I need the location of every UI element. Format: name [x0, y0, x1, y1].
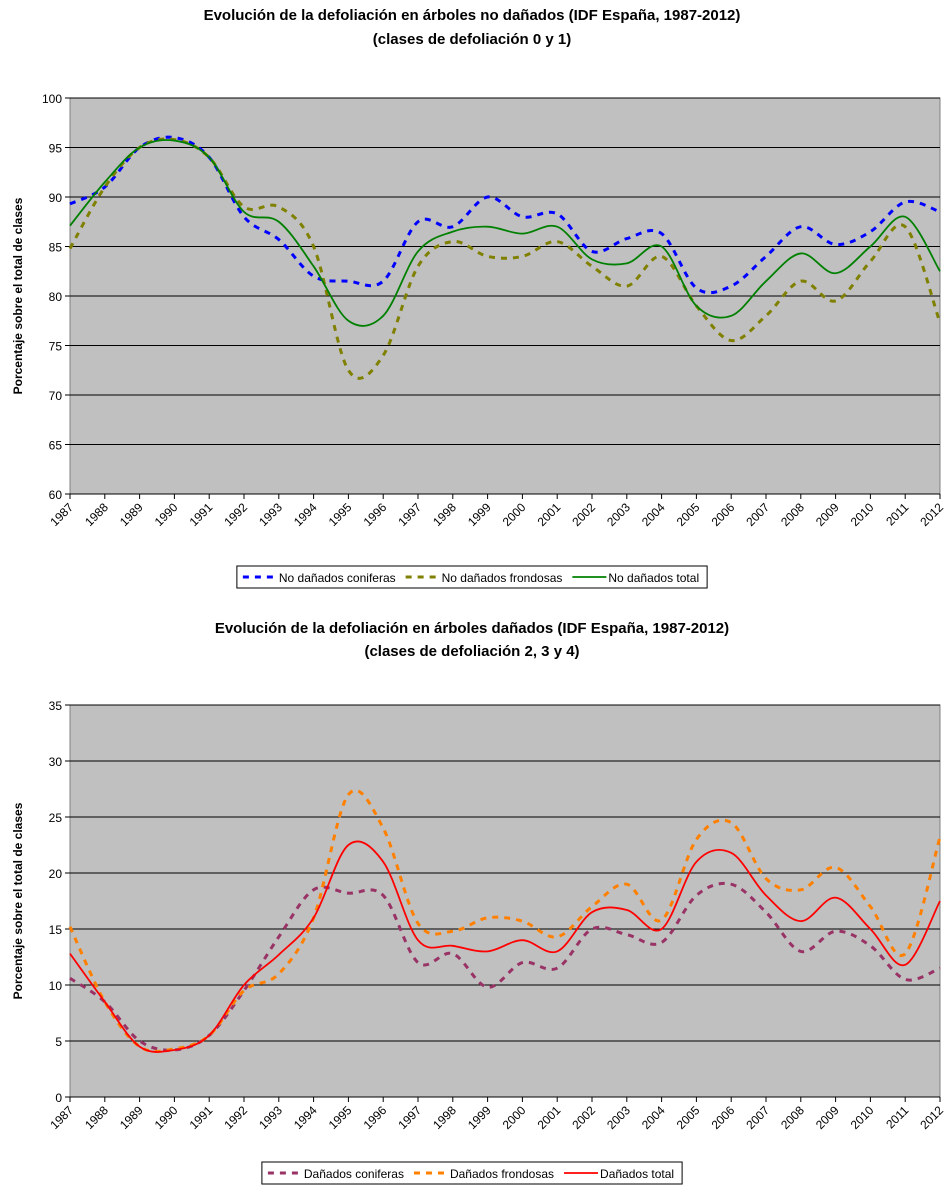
- y-tick-label: 100: [42, 92, 62, 106]
- x-tick-label: 1993: [256, 1103, 285, 1132]
- y-tick-label: 15: [49, 923, 63, 937]
- x-tick-label: 1990: [152, 500, 181, 529]
- x-tick-label: 2007: [743, 1103, 772, 1132]
- x-tick-label: 1995: [326, 1103, 355, 1132]
- chart-title: Evolución de la defoliación en árboles d…: [215, 620, 729, 637]
- x-tick-label: 2009: [813, 1103, 842, 1132]
- x-tick-label: 1987: [47, 1103, 76, 1132]
- x-tick-label: 1995: [326, 500, 355, 529]
- x-tick-label: 1988: [82, 1103, 111, 1132]
- x-tick-label: 2002: [569, 1103, 598, 1132]
- x-tick-label: 1997: [395, 1103, 424, 1132]
- x-tick-label: 1987: [47, 500, 76, 529]
- x-tick-label: 2008: [778, 500, 807, 529]
- chart-subtitle: (clases de defoliación 0 y 1): [373, 31, 571, 48]
- y-tick-label: 0: [55, 1091, 62, 1105]
- x-tick-label: 1998: [430, 1103, 459, 1132]
- x-tick-label: 2012: [917, 1103, 944, 1132]
- y-tick-label: 35: [49, 699, 63, 713]
- y-axis-label: Porcentaje sobre el total de clases: [11, 197, 25, 394]
- legend-label: No dañados frondosas: [442, 571, 563, 585]
- legend-box: [261, 1161, 683, 1185]
- x-tick-label: 1997: [395, 500, 424, 529]
- y-tick-label: 60: [49, 488, 63, 502]
- legend-label: Dañados total: [600, 1167, 674, 1181]
- x-tick-label: 1992: [221, 1103, 250, 1132]
- chart-subtitle: (clases de defoliación 2, 3 y 4): [364, 643, 579, 660]
- x-tick-label: 1994: [291, 1103, 320, 1132]
- x-tick-label: 2003: [604, 1103, 633, 1132]
- x-tick-label: 2008: [778, 1103, 807, 1132]
- y-tick-label: 65: [49, 439, 63, 453]
- legend-label: Dañados coniferas: [304, 1167, 404, 1181]
- plot-area: [69, 704, 941, 1098]
- legend: Dañados coniferas Dañados frondosas Dañado…: [261, 1161, 683, 1185]
- x-tick-label: 1993: [256, 500, 285, 529]
- x-tick-label: 2001: [535, 1103, 564, 1132]
- x-tick-label: 2006: [709, 500, 738, 529]
- data-line: [69, 139, 941, 327]
- legend: No dañados coniferas No dañados frondosas…: [236, 565, 708, 589]
- x-tick-label: 2009: [813, 500, 842, 529]
- y-axis-label: Porcentaje sobre el total de clases: [11, 802, 25, 999]
- x-tick-label: 2005: [674, 500, 703, 529]
- x-tick-label: 2007: [743, 500, 772, 529]
- data-line: [69, 881, 941, 1052]
- x-tick-label: 2003: [604, 500, 633, 529]
- x-tick-label: 2005: [674, 1103, 703, 1132]
- x-tick-label: 1996: [361, 500, 390, 529]
- x-tick-label: 1991: [187, 1103, 216, 1132]
- x-tick-label: 2000: [500, 1103, 529, 1132]
- y-tick-label: 85: [49, 241, 63, 255]
- y-tick-label: 20: [49, 867, 63, 881]
- y-tick-label: 30: [49, 755, 63, 769]
- x-tick-label: 1989: [117, 1103, 146, 1132]
- x-tick-label: 1991: [187, 500, 216, 529]
- y-tick-label: 80: [49, 290, 63, 304]
- x-tick-label: 1988: [82, 500, 111, 529]
- legend-label: Dañados frondosas: [450, 1167, 554, 1181]
- x-tick-label: 1994: [291, 500, 320, 529]
- x-tick-label: 2000: [500, 500, 529, 529]
- x-tick-label: 2012: [917, 500, 944, 529]
- x-tick-label: 1990: [152, 1103, 181, 1132]
- x-tick-label: 1992: [221, 500, 250, 529]
- y-tick-label: 10: [49, 979, 63, 993]
- x-tick-label: 1999: [465, 500, 494, 529]
- legend-label: No dañados coniferas: [279, 571, 396, 585]
- x-tick-label: 2011: [883, 1103, 911, 1131]
- y-tick-label: 25: [49, 811, 63, 825]
- x-tick-label: 1989: [117, 500, 146, 529]
- data-line: [68, 788, 942, 1053]
- y-tick-label: 95: [49, 142, 63, 156]
- x-tick-label: 2010: [848, 500, 877, 529]
- y-tick-label: 5: [55, 1035, 62, 1049]
- x-tick-label: 1999: [465, 1103, 494, 1132]
- x-tick-label: 2002: [569, 500, 598, 529]
- y-tick-label: 90: [49, 191, 63, 205]
- x-tick-label: 1998: [430, 500, 459, 529]
- x-tick-label: 2004: [639, 1103, 668, 1132]
- x-tick-label: 1996: [361, 1103, 390, 1132]
- x-tick-label: 2004: [639, 500, 668, 529]
- y-tick-label: 70: [49, 389, 63, 403]
- chart-title: Evolución de la defoliación en árboles n…: [204, 7, 741, 24]
- y-tick-label: 75: [49, 340, 63, 354]
- x-tick-label: 2006: [709, 1103, 738, 1132]
- x-tick-label: 2011: [883, 500, 911, 528]
- x-tick-label: 2010: [848, 1103, 877, 1132]
- legend-box: [236, 565, 708, 589]
- x-tick-label: 2001: [535, 500, 564, 529]
- legend-label: No dañados total: [608, 571, 699, 585]
- data-line: [69, 840, 941, 1053]
